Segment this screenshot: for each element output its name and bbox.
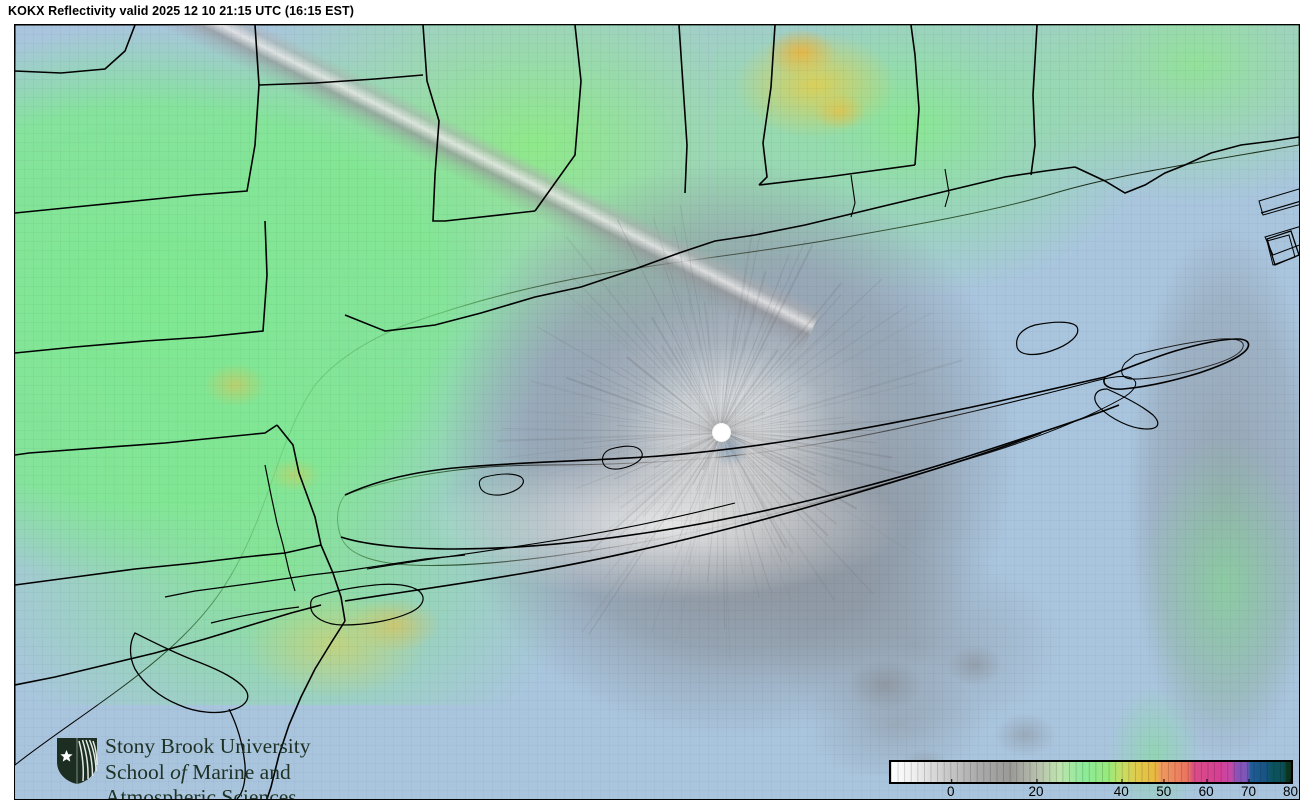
colorbar-tick-20: 20 bbox=[1029, 784, 1044, 799]
map-canvas bbox=[15, 25, 1299, 799]
map-boundaries bbox=[15, 25, 1299, 799]
logo-line-1: Stony Brook University bbox=[105, 734, 310, 760]
logo-line-2-post: Marine and bbox=[187, 760, 291, 784]
colorbar-tickmark bbox=[951, 779, 952, 783]
sbu-logo: Stony Brook University School of Marine … bbox=[55, 734, 330, 800]
colorbar-tick-80: 80 bbox=[1283, 784, 1298, 799]
colorbar-tickmark bbox=[1291, 779, 1292, 783]
radar-image-page: KOKX Reflectivity valid 2025 12 10 21:15… bbox=[0, 0, 1316, 811]
logo-line-2-em: of bbox=[170, 760, 187, 784]
reflectivity-colorbar: 0 20 40 50 60 70 80 bbox=[875, 756, 1299, 800]
colorbar-tick-60: 60 bbox=[1199, 784, 1214, 799]
radar-site-marker bbox=[713, 424, 730, 441]
colorbar-tickmark bbox=[1121, 779, 1122, 783]
sbu-logo-text: Stony Brook University School of Marine … bbox=[105, 734, 310, 800]
page-title: KOKX Reflectivity valid 2025 12 10 21:15… bbox=[8, 4, 354, 18]
colorbar-tick-40: 40 bbox=[1114, 784, 1129, 799]
colorbar-tick-50: 50 bbox=[1156, 784, 1171, 799]
colorbar-gradient-frame bbox=[889, 760, 1293, 784]
colorbar-tickmark bbox=[1036, 779, 1037, 783]
colorbar-tickmark bbox=[1206, 779, 1207, 783]
colorbar-tick-0: 0 bbox=[947, 784, 955, 799]
colorbar-tickmark bbox=[1164, 779, 1165, 783]
colorbar-tick-labels: 0 20 40 50 60 70 80 bbox=[875, 784, 1299, 800]
logo-line-3: Atmospheric Sciences bbox=[105, 785, 310, 800]
sbu-shield-icon bbox=[55, 736, 99, 786]
colorbar-tick-70: 70 bbox=[1241, 784, 1256, 799]
colorbar-tickmark bbox=[1249, 779, 1250, 783]
logo-line-2-pre: School bbox=[105, 760, 170, 784]
logo-line-2: School of Marine and bbox=[105, 760, 310, 786]
radar-map-panel[interactable]: 0 20 40 50 60 70 80 Stony Brook University Sch… bbox=[14, 24, 1300, 800]
